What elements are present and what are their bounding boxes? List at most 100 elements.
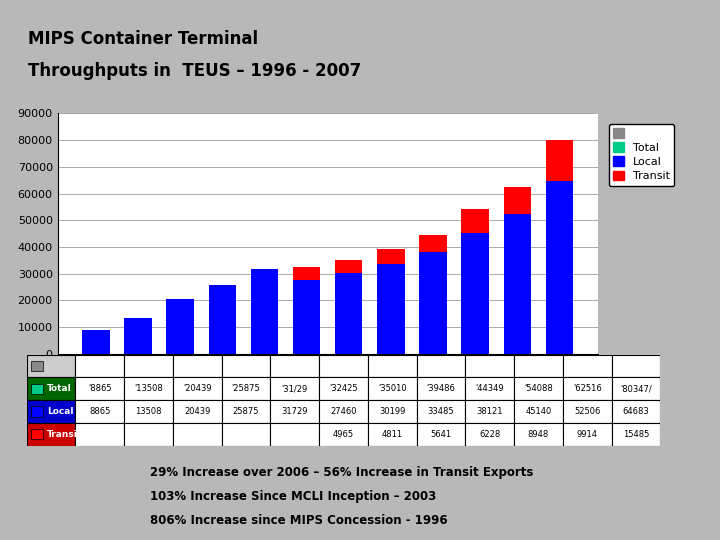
Bar	[546, 181, 573, 354]
Bar	[611, 400, 660, 423]
Bar	[270, 355, 319, 377]
Bar	[293, 280, 320, 354]
Text: Throughputs in  TEUS – 1996 - 2007: Throughputs in TEUS – 1996 - 2007	[28, 63, 361, 80]
Bar	[166, 299, 194, 354]
Bar	[173, 423, 222, 445]
Bar	[125, 318, 152, 354]
Bar	[503, 213, 531, 354]
Text: '35010: '35010	[378, 384, 407, 393]
Text: 25875: 25875	[233, 407, 259, 416]
Text: 38121: 38121	[477, 407, 503, 416]
Bar	[503, 187, 531, 213]
Bar	[335, 260, 362, 273]
Text: Local: Local	[47, 407, 73, 416]
Text: 30199: 30199	[379, 407, 405, 416]
Bar	[124, 423, 173, 445]
Text: '62516: '62516	[572, 384, 601, 393]
Bar	[30, 407, 42, 416]
Bar	[465, 400, 514, 423]
Text: '32425: '32425	[329, 384, 358, 393]
Text: 20439: 20439	[184, 407, 210, 416]
Bar	[124, 355, 173, 377]
Bar	[251, 269, 278, 354]
Text: '39486: '39486	[426, 384, 455, 393]
Bar	[462, 233, 489, 354]
Bar	[465, 377, 514, 400]
Bar	[319, 355, 368, 377]
Bar	[270, 423, 319, 445]
Text: '80347/: '80347/	[620, 384, 652, 393]
Bar	[419, 235, 446, 252]
Text: 64683: 64683	[623, 407, 649, 416]
Text: 8865: 8865	[89, 407, 110, 416]
Bar	[222, 423, 270, 445]
Bar	[30, 429, 42, 439]
Text: '31/29: '31/29	[282, 384, 308, 393]
Text: 33485: 33485	[428, 407, 454, 416]
Bar	[27, 377, 76, 400]
Text: 6228: 6228	[479, 430, 500, 438]
Bar	[30, 384, 42, 394]
Text: 29% Increase over 2006 – 56% Increase in Transit Exports: 29% Increase over 2006 – 56% Increase in…	[150, 467, 533, 480]
Text: '25875: '25875	[232, 384, 261, 393]
Text: 5641: 5641	[431, 430, 451, 438]
Text: 4965: 4965	[333, 430, 354, 438]
Bar	[27, 423, 76, 445]
Bar	[27, 400, 76, 423]
Bar	[465, 355, 514, 377]
Bar	[462, 210, 489, 233]
Bar	[173, 400, 222, 423]
Bar	[319, 400, 368, 423]
Bar	[563, 355, 611, 377]
Text: 45140: 45140	[526, 407, 552, 416]
Text: '8865: '8865	[88, 384, 112, 393]
Bar	[419, 252, 446, 354]
Bar	[222, 377, 270, 400]
Bar	[563, 423, 611, 445]
Text: 52506: 52506	[574, 407, 600, 416]
Bar	[465, 423, 514, 445]
Text: Total: Total	[47, 384, 72, 393]
Text: 27460: 27460	[330, 407, 356, 416]
Bar	[514, 377, 563, 400]
Bar	[270, 400, 319, 423]
Bar	[293, 267, 320, 280]
Text: 103% Increase Since MCLI Inception – 2003: 103% Increase Since MCLI Inception – 200…	[150, 490, 436, 503]
Bar	[514, 355, 563, 377]
Bar	[417, 400, 465, 423]
Bar	[76, 423, 124, 445]
Bar	[368, 377, 417, 400]
Text: 806% Increase since MIPS Concession - 1996: 806% Increase since MIPS Concession - 19…	[150, 514, 447, 528]
Bar	[76, 400, 124, 423]
Text: 13508: 13508	[135, 407, 162, 416]
Text: 15485: 15485	[623, 430, 649, 438]
Bar	[30, 361, 42, 371]
Text: '13508: '13508	[134, 384, 163, 393]
Text: 9914: 9914	[577, 430, 598, 438]
Text: 8948: 8948	[528, 430, 549, 438]
Bar	[417, 423, 465, 445]
Bar	[173, 377, 222, 400]
Bar	[563, 377, 611, 400]
Legend: , Total, Local, Transit: , Total, Local, Transit	[608, 124, 675, 186]
Bar	[611, 355, 660, 377]
Text: 31729: 31729	[282, 407, 308, 416]
Bar	[270, 377, 319, 400]
Bar	[563, 400, 611, 423]
Bar	[222, 400, 270, 423]
Bar	[209, 285, 236, 354]
Bar	[368, 355, 417, 377]
Bar	[82, 330, 109, 354]
Bar	[417, 355, 465, 377]
Text: '54088: '54088	[524, 384, 553, 393]
Bar	[514, 400, 563, 423]
Bar	[319, 377, 368, 400]
Bar	[124, 377, 173, 400]
Bar	[319, 423, 368, 445]
Bar	[611, 423, 660, 445]
Bar	[377, 249, 405, 264]
Bar	[173, 355, 222, 377]
Bar	[222, 355, 270, 377]
Bar	[514, 423, 563, 445]
Bar	[368, 400, 417, 423]
